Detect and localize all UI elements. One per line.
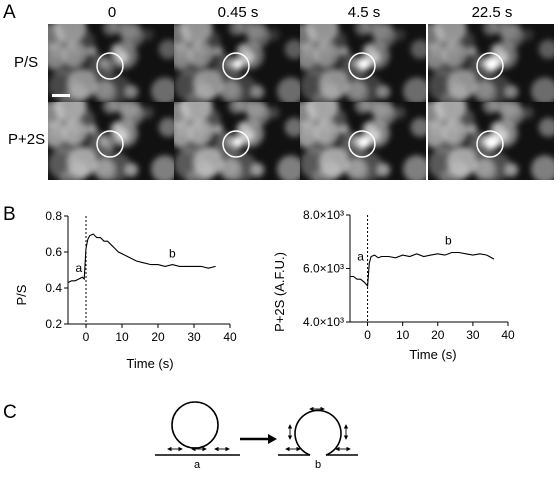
chart1-ytick-label: 0.6	[45, 245, 62, 259]
chart2-ytick-label: 6.0×10³	[303, 262, 344, 276]
chart2-annotation-a: a	[357, 249, 364, 263]
fusion-diagram: a b	[155, 401, 358, 471]
chart1-xlabel: Time (s)	[126, 356, 173, 371]
panel-label-c: C	[3, 402, 17, 423]
roi-circle	[476, 52, 504, 80]
chart2-xtick-label: 20	[431, 328, 445, 342]
micrograph-r0-c0	[48, 24, 174, 102]
micrograph-r1-c2	[300, 102, 426, 180]
roi-circle	[96, 52, 124, 80]
time-label-0: 0	[107, 4, 117, 21]
row-label-p2s: P+2S	[8, 131, 46, 148]
chart2-xtick-label: 40	[501, 328, 515, 342]
chart1-trace	[67, 233, 216, 284]
chart2-trace	[350, 251, 495, 288]
panel-label-b: B	[3, 204, 16, 225]
chart1-xtick-label: 10	[115, 330, 129, 344]
chart-ps: P/S Time (s) 0.2 0.4 0.6 0.8 0 10 20 30 40 a b	[14, 209, 237, 371]
transition-arrow-head	[268, 434, 277, 444]
chart1-xtick-label: 40	[223, 330, 237, 344]
chart-p2s: P+2S (A.F.U.) Time (s) 4.0×10³ 6.0×10³ 8.0…	[272, 208, 515, 362]
micrograph-r1-c1	[174, 102, 300, 180]
chart1-xtick-label: 30	[187, 330, 201, 344]
chart2-ylabel: P+2S (A.F.U.)	[272, 252, 287, 332]
micrograph-r1-c0	[48, 102, 174, 180]
chart1-annotation-a: a	[75, 261, 82, 275]
roi-circle	[222, 52, 250, 80]
time-label-3: 22.5 s	[471, 4, 513, 21]
micrograph-r0-c1	[174, 24, 300, 102]
vesicle-a	[171, 401, 219, 449]
roi-circle	[348, 130, 376, 158]
state-label-a: a	[194, 459, 201, 471]
chart1-ylabel: P/S	[14, 284, 29, 305]
panel-b-charts: P/S Time (s) 0.2 0.4 0.6 0.8 0 10 20 30 40 a b P+2…	[14, 208, 515, 371]
state-label-b: b	[315, 459, 321, 471]
panel-label-a: A	[3, 2, 16, 23]
row-label-ps: P/S	[14, 54, 39, 71]
chart1-ytick-label: 0.4	[45, 281, 62, 295]
chart1-xtick-label: 20	[151, 330, 165, 344]
vesicle-b	[294, 409, 342, 456]
micrograph-r1-c3	[428, 102, 554, 180]
roi-circle	[96, 130, 124, 158]
time-label-2: 4.5 s	[347, 4, 381, 21]
scale-bar	[52, 94, 70, 97]
chart1-xtick-label: 0	[83, 330, 90, 344]
chart2-ytick-label: 4.0×10³	[303, 315, 344, 329]
micrograph-r0-c3	[428, 24, 554, 102]
chart2-xlabel: Time (s)	[409, 347, 456, 362]
chart2-annotation-b: b	[445, 233, 452, 247]
roi-circle	[348, 52, 376, 80]
micrograph-r0-c2	[300, 24, 426, 102]
chart2-xtick-label: 10	[396, 328, 410, 342]
chart2-xtick-label: 30	[466, 328, 480, 342]
roi-circle	[222, 130, 250, 158]
chart1-annotation-b: b	[169, 246, 176, 260]
chart2-ytick-label: 8.0×10³	[303, 208, 344, 222]
time-label-1: 0.45 s	[217, 4, 259, 21]
chart1-ytick-label: 0.8	[45, 209, 62, 223]
chart2-xtick-label: 0	[364, 328, 371, 342]
roi-circle	[476, 130, 504, 158]
chart1-ytick-label: 0.2	[45, 317, 62, 331]
